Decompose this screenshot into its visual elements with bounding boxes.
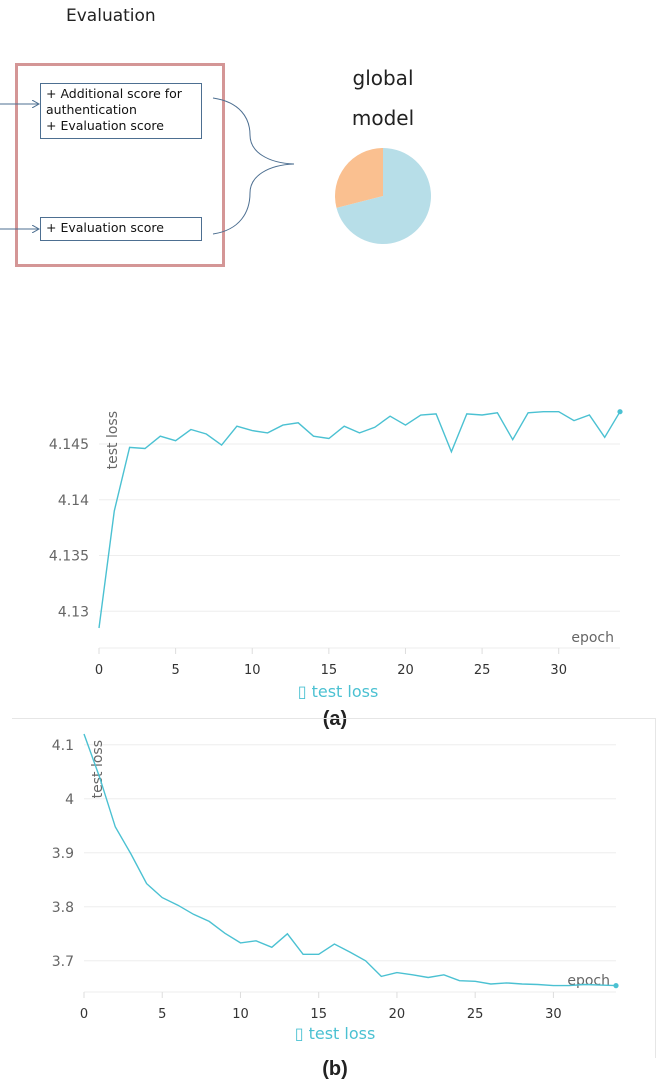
y-tick-label: 4.135 bbox=[49, 549, 89, 565]
y-tick-label: 4.1 bbox=[52, 738, 74, 754]
evaluation-frame bbox=[15, 63, 225, 267]
y-axis-title: test loss bbox=[105, 411, 121, 469]
diagram-connectors bbox=[0, 97, 432, 245]
y-tick-label: 3.8 bbox=[52, 900, 74, 916]
score-box-evaluation: + Evaluation score bbox=[40, 217, 202, 241]
merge-brace bbox=[212, 97, 295, 235]
x-tick-label: 25 bbox=[474, 663, 491, 678]
panel-label-a: (a) bbox=[322, 708, 348, 730]
panel-separator-right bbox=[655, 718, 656, 1058]
x-tick-label: 30 bbox=[545, 1007, 562, 1022]
section-title: Evaluation bbox=[66, 6, 156, 26]
legend-test-loss[interactable]: ▯ test loss bbox=[298, 682, 379, 701]
last-point-marker bbox=[617, 409, 623, 415]
global-model-pie bbox=[334, 148, 432, 245]
test-loss-line bbox=[98, 411, 621, 629]
x-tick-label: 15 bbox=[310, 1007, 327, 1022]
test-loss-line bbox=[83, 733, 617, 987]
x-tick-label: 20 bbox=[397, 663, 414, 678]
x-axis-title: epoch bbox=[567, 973, 610, 989]
y-tick-label: 4.145 bbox=[49, 437, 89, 453]
x-tick-label: 0 bbox=[80, 1007, 88, 1022]
last-point-marker bbox=[613, 983, 619, 989]
chart-a: 4.13 4.135 4.14 4.145 0 5 10 15 20 25 30 test loss e… bbox=[49, 409, 623, 701]
y-tick-label: 4.14 bbox=[58, 493, 89, 509]
y-tick-label: 4.13 bbox=[58, 604, 89, 620]
x-tick-label: 15 bbox=[321, 663, 338, 678]
box1-line-2: authentication bbox=[46, 102, 137, 117]
panel-separator-top bbox=[12, 718, 656, 719]
box1-line-3: + Evaluation score bbox=[46, 118, 164, 133]
panel-label-b: (b) bbox=[322, 1058, 348, 1080]
pie-slice-1 bbox=[334, 148, 383, 208]
x-tick-label: 20 bbox=[389, 1007, 406, 1022]
x-tick-label: 5 bbox=[158, 1007, 166, 1022]
legend-test-loss[interactable]: ▯ test loss bbox=[295, 1024, 376, 1043]
x-tick-label: 5 bbox=[171, 663, 179, 678]
global-model-label-line-1: global bbox=[352, 66, 414, 90]
global-model-label-line-2: model bbox=[351, 106, 415, 130]
box1-line-1: + Additional score for bbox=[46, 86, 182, 101]
score-box-authenticated: + Additional score for authentication + … bbox=[40, 83, 202, 139]
pie-slice-0 bbox=[336, 148, 432, 245]
x-tick-label: 0 bbox=[95, 663, 103, 678]
x-tick-label: 30 bbox=[550, 663, 567, 678]
x-tick-label: 25 bbox=[467, 1007, 484, 1022]
y-tick-label: 3.9 bbox=[52, 846, 74, 862]
y-tick-label: 4 bbox=[65, 792, 74, 808]
box2-line-1: + Evaluation score bbox=[46, 220, 164, 235]
y-tick-label: 3.7 bbox=[52, 954, 74, 970]
x-tick-label: 10 bbox=[244, 663, 261, 678]
x-axis-title: epoch bbox=[571, 630, 614, 646]
x-tick-label: 10 bbox=[232, 1007, 249, 1022]
